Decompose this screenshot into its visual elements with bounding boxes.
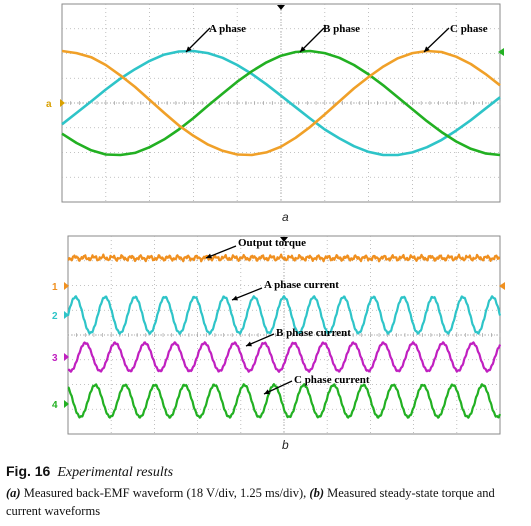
panel-b-channel-marker-3: 3 xyxy=(52,353,58,364)
caption-a-text: Measured back-EMF waveform (18 V/div, 1.… xyxy=(24,486,307,500)
panel-b-annotation-a-phase-current: A phase current xyxy=(264,279,339,291)
subfigure-label-b: b xyxy=(282,438,289,452)
caption-fig-title: Experimental results xyxy=(57,465,173,480)
panel-b-annotation-c-phase-current: C phase current xyxy=(294,374,370,386)
panel-b-scope: 1 2 3 4 Output torque A phase current B phase … xyxy=(52,236,505,434)
caption-body: (a) Measured back-EMF waveform (18 V/div… xyxy=(6,484,526,520)
panel-a-annotation-a-phase: A phase xyxy=(209,23,246,35)
panel-b-annotation-b-phase-current: B phase current xyxy=(276,327,351,339)
subfigure-label-a: a xyxy=(282,210,289,224)
caption-a-label: (a) xyxy=(6,486,21,500)
panel-b-channel-marker-1: 1 xyxy=(52,282,58,293)
caption-b-label: (b) xyxy=(309,486,324,500)
panel-a-channel-marker: a xyxy=(46,99,52,110)
panel-a-annotation-c-phase: C phase xyxy=(450,23,488,35)
panel-b-annotation-output-torque: Output torque xyxy=(238,237,306,249)
caption-title: Fig. 16 Experimental results xyxy=(6,462,526,482)
panel-a-scope: a A phase B phase C phase xyxy=(46,4,504,202)
caption-fig-label: Fig. 16 xyxy=(6,463,50,479)
panel-a-annotation-b-phase: B phase xyxy=(323,23,360,35)
panel-b-channel-marker-4: 4 xyxy=(52,400,58,411)
figure-caption: Fig. 16 Experimental results (a) Measure… xyxy=(6,462,526,520)
panel-b-channel-marker-2: 2 xyxy=(52,311,58,322)
